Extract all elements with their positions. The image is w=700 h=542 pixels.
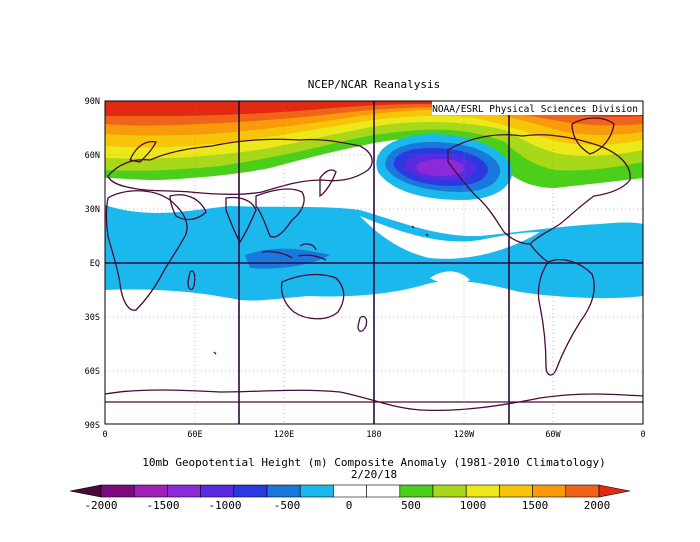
- colorbar-label: 0: [346, 499, 353, 512]
- colorbar-labels: -2000 -1500 -1000 -500 0 500 1000 1500 2…: [84, 499, 610, 512]
- colorbar: [69, 484, 631, 498]
- lat-label: 90S: [85, 421, 100, 431]
- lat-label: EQ: [90, 259, 100, 269]
- lat-label: 60S: [85, 367, 100, 377]
- colorbar-min-arrow: [69, 484, 102, 498]
- colorbar-swatch: [299, 484, 334, 498]
- colorbar-label: -500: [274, 499, 301, 512]
- coastlines: [105, 117, 643, 412]
- colorbar-max-arrow: [598, 484, 631, 498]
- caption-line-2: 2/20/18: [351, 468, 397, 481]
- colorbar-label: 1500: [522, 499, 549, 512]
- lat-label: 90N: [85, 97, 100, 107]
- lat-label: 60N: [85, 151, 100, 161]
- colorbar-swatch: [233, 484, 268, 498]
- lon-label: 60E: [187, 430, 202, 440]
- lat-label: 30N: [85, 205, 100, 215]
- anomaly-field: NOAA/ESRL Physical Sciences Division: [105, 101, 643, 424]
- lon-label: 0: [102, 430, 107, 440]
- colorbar-swatch: [333, 484, 367, 498]
- colorbar-label: 1000: [460, 499, 487, 512]
- colorbar-swatch: [266, 484, 301, 498]
- colorbar-label: 2000: [584, 499, 611, 512]
- lon-axis: 0 60E 120E 180 120W 60W 0: [102, 430, 645, 440]
- colorbar-swatch: [399, 484, 434, 498]
- lon-label: 0: [640, 430, 645, 440]
- reference-lines: [105, 101, 643, 424]
- colorbar-swatch: [366, 484, 401, 498]
- caption-line-1: 10mb Geopotential Height (m) Composite A…: [142, 456, 606, 469]
- lat-label: 30S: [85, 313, 100, 323]
- colorbar-swatch: [133, 484, 168, 498]
- lon-label: 120E: [274, 430, 294, 440]
- lon-label: 60W: [545, 430, 561, 440]
- colorbar-label: -2000: [84, 499, 117, 512]
- map-frame: [104, 100, 644, 425]
- chart-title: NCEP/NCAR Reanalysis: [308, 78, 440, 91]
- colorbar-swatch: [465, 484, 500, 498]
- lon-label: 180: [366, 430, 381, 440]
- lon-label: 120W: [454, 430, 475, 440]
- colorbar-label: 500: [401, 499, 421, 512]
- colorbar-swatch: [167, 484, 201, 498]
- colorbar-swatch: [532, 484, 567, 498]
- lat-axis: 90N 60N 30N EQ 30S 60S 90S: [85, 97, 100, 431]
- colorbar-swatch: [432, 484, 467, 498]
- credit-label: NOAA/ESRL Physical Sciences Division: [432, 104, 638, 115]
- colorbar-swatch: [200, 484, 235, 498]
- pacific-low-violet: [416, 159, 464, 176]
- colorbar-swatch: [100, 484, 135, 498]
- colorbar-label: -1500: [146, 499, 179, 512]
- colorbar-swatch: [565, 484, 600, 498]
- colorbar-label: -1000: [208, 499, 241, 512]
- colorbar-swatch: [499, 484, 533, 498]
